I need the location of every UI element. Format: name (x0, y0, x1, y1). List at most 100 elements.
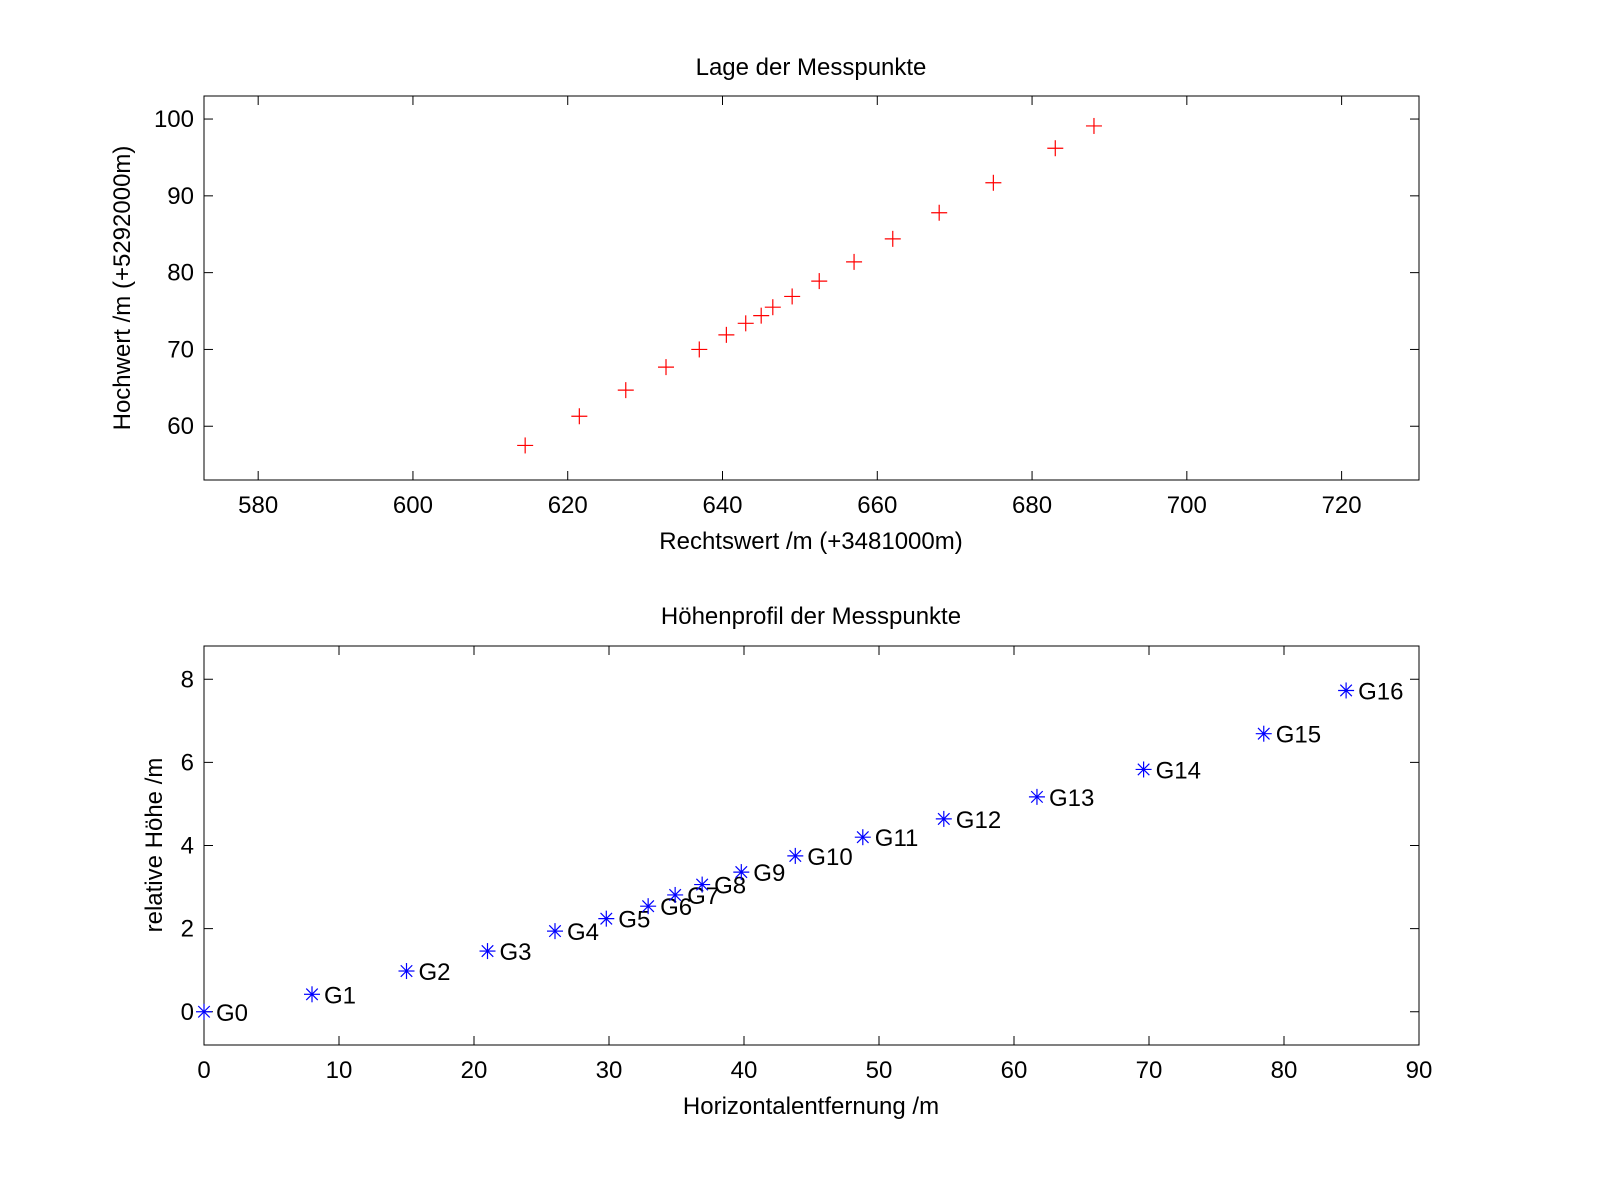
data-point (658, 359, 675, 376)
y-tick-label: 80 (167, 260, 194, 287)
point-label: G10 (807, 844, 852, 871)
x-tick-label: 620 (548, 492, 588, 519)
y-tick-label: 90 (167, 183, 194, 210)
point-label: G3 (500, 939, 532, 966)
plot-area (203, 645, 1420, 1046)
marker-stroke (1257, 727, 1270, 740)
x-tick-label: 700 (1167, 492, 1207, 519)
x-axis-label: Rechtswert /m (+3481000m) (659, 528, 962, 555)
y-tick-label: 60 (167, 413, 194, 440)
plot-area (203, 95, 1420, 481)
data-point (784, 288, 801, 305)
data-point (1085, 117, 1102, 134)
marker-stroke (400, 964, 413, 978)
marker-stroke (641, 899, 655, 913)
data-point (854, 829, 871, 846)
data-point (479, 943, 496, 960)
data-point (811, 273, 828, 290)
y-tick-label: 4 (181, 833, 194, 860)
y-axis-label: Hochwert /m (+5292000m) (109, 146, 136, 431)
marker-stroke (1137, 763, 1150, 776)
data-point (1135, 761, 1152, 778)
x-tick-label: 720 (1322, 492, 1362, 519)
marker-stroke (856, 831, 869, 844)
y-tick-label: 70 (167, 336, 194, 363)
marker-stroke (548, 924, 562, 938)
data-point (617, 382, 634, 399)
x-tick-label: 40 (731, 1057, 758, 1084)
data-point (718, 326, 735, 343)
data-point (1255, 725, 1272, 742)
data-points (517, 117, 1102, 454)
data-point (398, 963, 415, 980)
x-tick-label: 600 (393, 492, 433, 519)
point-label: G14 (1156, 757, 1201, 784)
marker-stroke (668, 888, 682, 902)
data-point (640, 898, 657, 915)
data-point (1028, 788, 1045, 805)
data-point (846, 253, 863, 270)
data-point (733, 864, 750, 881)
data-point (787, 847, 804, 864)
marker-stroke (1030, 790, 1044, 804)
data-point (667, 886, 684, 903)
x-tick-label: 60 (1001, 1057, 1028, 1084)
marker-stroke (937, 812, 950, 826)
data-point (691, 341, 708, 358)
point-label: G7 (687, 883, 719, 910)
x-tick-label: 20 (461, 1057, 488, 1084)
point-label: G4 (567, 919, 599, 946)
x-tick-label: 30 (596, 1057, 623, 1084)
point-label: G5 (618, 907, 650, 934)
data-point (764, 299, 781, 316)
data-point (1338, 682, 1355, 699)
marker-stroke (789, 849, 802, 863)
point-label: G11 (875, 825, 919, 852)
chart-title: Lage der Messpunkte (696, 54, 927, 81)
x-tick-label: 10 (326, 1057, 353, 1084)
marker-stroke (197, 1005, 211, 1018)
x-tick-label: 0 (197, 1057, 210, 1084)
chart-title: Höhenprofil der Messpunkte (661, 603, 961, 630)
x-tick-label: 70 (1136, 1057, 1163, 1084)
y-tick-label: 2 (181, 916, 194, 943)
position-chart: Lage der Messpunkte 580 600 620 640 660 680 70… (109, 54, 1420, 555)
x-tick-label: 660 (857, 492, 897, 519)
marker-stroke (1339, 684, 1353, 697)
marker-stroke (481, 944, 494, 958)
marker-stroke (600, 912, 613, 925)
elevation-profile-chart: Höhenprofil der Messpunkte 0 10 20 30 40 50 60… (141, 603, 1432, 1120)
data-point (304, 986, 320, 1003)
data-point (598, 910, 615, 927)
y-tick-label: 100 (154, 106, 194, 133)
point-label: G12 (956, 807, 1001, 834)
data-point (517, 437, 534, 454)
x-tick-label: 640 (702, 492, 742, 519)
marker-stroke (695, 878, 709, 891)
y-tick-label: 6 (181, 749, 194, 776)
y-tick-label: 0 (181, 999, 194, 1026)
data-point (737, 315, 754, 332)
data-point (753, 307, 770, 324)
data-point (547, 923, 563, 940)
data-point (884, 230, 901, 247)
data-point (935, 810, 952, 827)
axis-ticks: 580 600 620 640 660 680 700 720 60 70 80 90 100 (154, 96, 1419, 519)
marker-stroke (735, 865, 748, 879)
point-label: G1 (324, 982, 356, 1009)
data-point (571, 408, 588, 425)
x-tick-label: 680 (1012, 492, 1052, 519)
marker-stroke (305, 988, 319, 1001)
x-tick-label: 580 (238, 492, 278, 519)
x-axis-label: Horizontalentfernung /m (683, 1093, 939, 1120)
y-tick-label: 8 (181, 666, 194, 693)
point-label: G2 (419, 959, 451, 986)
point-label: G9 (753, 860, 785, 887)
point-label: G15 (1276, 722, 1321, 749)
x-tick-label: 50 (866, 1057, 893, 1084)
point-label: G6 (660, 894, 692, 921)
point-label: G0 (216, 1000, 248, 1027)
y-axis-label: relative Höhe /m (141, 758, 168, 933)
